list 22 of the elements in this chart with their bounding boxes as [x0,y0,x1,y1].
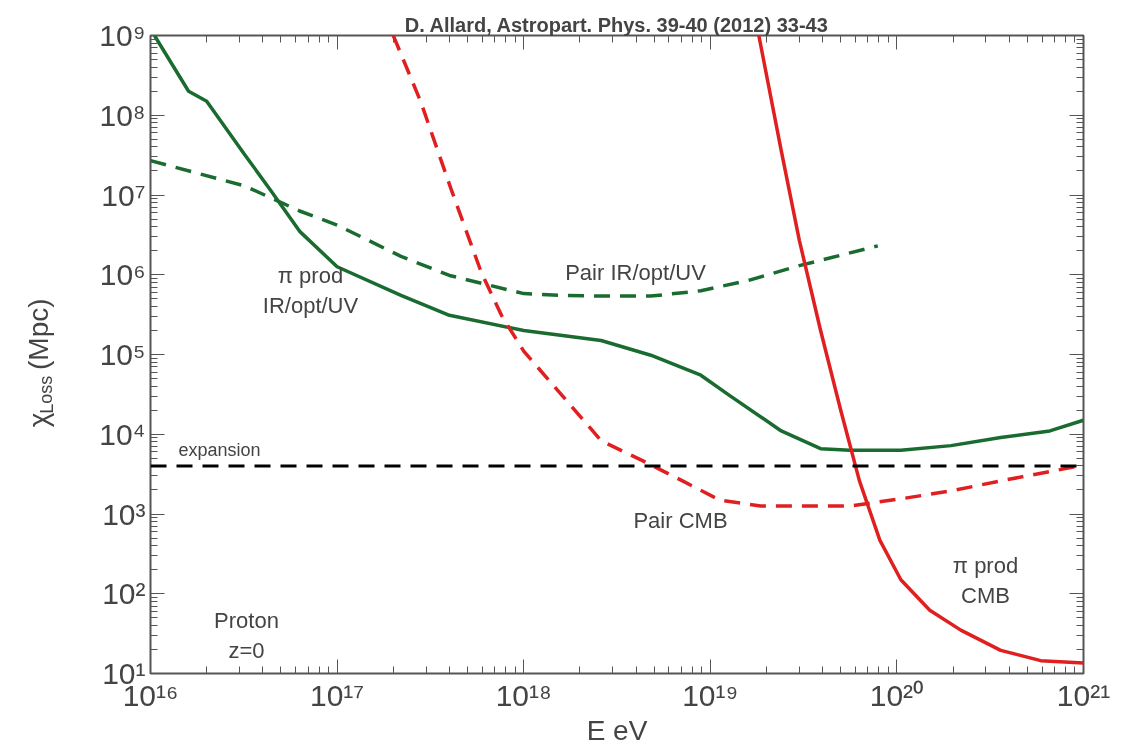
y-tick-label: 10⁷ [101,178,146,212]
x-tick-label: 10¹⁹ [682,678,739,712]
series-label: Pair CMB [633,508,728,533]
annotation: Proton z=0 [214,608,279,663]
y-tick-label: 10⁹ [99,19,146,52]
series-label: π prod CMB [952,553,1019,608]
y-tick-label: 10⁶ [99,258,146,292]
x-tick-label: 10¹⁸ [495,678,552,712]
x-axis-title: E eV [586,714,648,746]
y-tick-label: 10³ [102,497,146,531]
chart-title: D. Allard, Astropart. Phys. 39-40 (2012) 33-43 [404,13,828,36]
ref-line-label: expansion [178,439,261,460]
y-tick-label: 10⁵ [99,338,146,371]
series-label: π prod IR/opt/UV [262,263,359,318]
x-tick-label: 10¹⁷ [309,678,365,712]
series-label: Pair IR/opt/UV [565,260,707,285]
y-axis-title: χLoss (Mpc) [23,298,57,428]
y-tick-label: 10² [102,577,146,611]
x-tick-label: 10²¹ [1056,678,1111,712]
y-tick-label: 10⁸ [99,98,146,132]
x-tick-label: 10²⁰ [869,678,925,712]
y-tick-label: 10⁴ [99,417,146,451]
